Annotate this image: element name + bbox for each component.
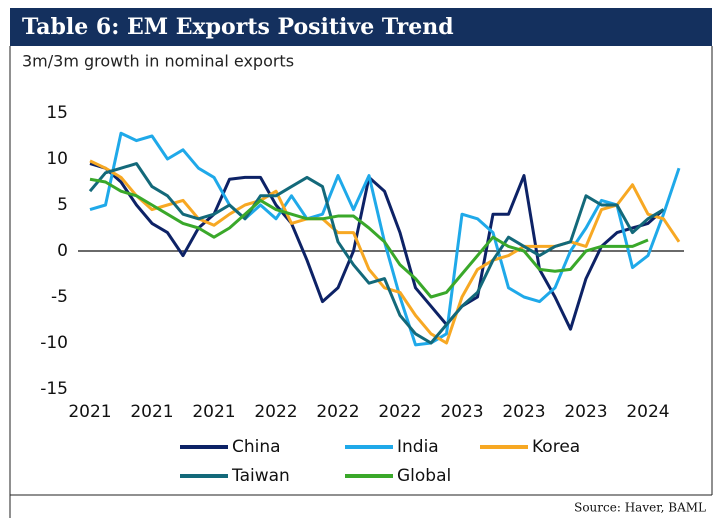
y-tick-label: 0 [57,241,68,261]
series-line [88,162,665,345]
y-tick-label: -15 [40,379,68,399]
x-tick-label: 2023 [502,402,545,422]
legend-label: China [232,437,281,457]
series-line [89,159,681,345]
x-tick-label: 2022 [316,402,359,422]
x-tick-label: 2022 [378,402,421,422]
y-tick-label: -5 [51,287,68,307]
chart-subtitle: 3m/3m growth in nominal exports [22,52,294,71]
y-tick-label: -10 [40,333,68,353]
x-tick-label: 2021 [130,402,173,422]
x-tick-label: 2021 [68,402,111,422]
x-tick-label: 2023 [440,402,483,422]
legend-label: India [397,437,439,457]
source-note: Source: Haver, BAML [574,501,706,515]
chart-title: Table 6: EM Exports Positive Trend [22,14,454,40]
title-bar [10,8,712,46]
series-line [89,162,665,331]
x-tick-label: 2022 [254,402,297,422]
legend-label: Taiwan [231,466,290,486]
series-line [89,177,649,299]
legend-label: Global [397,466,451,486]
x-tick-label: 2024 [626,402,669,422]
y-tick-label: 15 [46,103,68,123]
legend-label: Korea [532,437,580,457]
y-tick-label: 5 [57,195,68,215]
y-tick-label: 10 [46,149,68,169]
x-tick-label: 2023 [564,402,607,422]
x-tick-label: 2021 [192,402,235,422]
